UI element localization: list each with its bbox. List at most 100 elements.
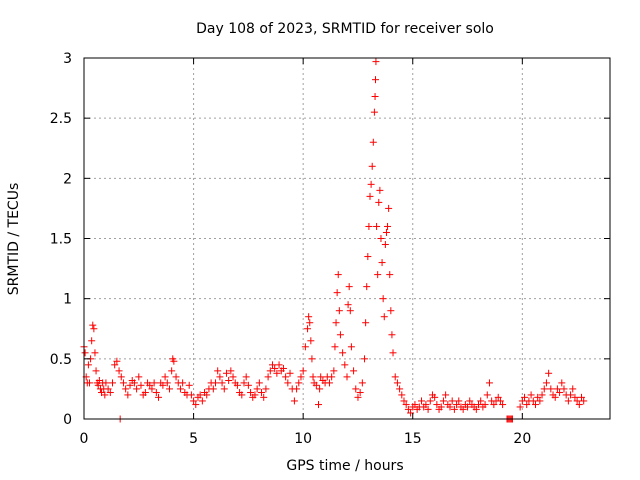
- data-point: [547, 385, 555, 393]
- data-point: [455, 397, 463, 405]
- data-point: [306, 319, 314, 327]
- chart-title: Day 108 of 2023, SRMTID for receiver sol…: [196, 21, 494, 37]
- data-point: [244, 381, 252, 389]
- data-point: [271, 364, 279, 372]
- data-point: [398, 391, 406, 399]
- data-point: [538, 391, 546, 399]
- data-point: [571, 393, 579, 401]
- data-point: [466, 397, 474, 405]
- data-point: [273, 369, 281, 377]
- data-point: [516, 403, 524, 411]
- axis-ticks: 0 5 10 15 20 0 0.5 1 1.5 2 2.5 3: [50, 51, 610, 447]
- data-point: [499, 401, 507, 409]
- data-point: [553, 385, 561, 393]
- data-point: [331, 343, 339, 351]
- y-tick-label: 1.5: [50, 232, 72, 248]
- x-tick-label: 10: [294, 431, 312, 447]
- data-point: [133, 385, 141, 393]
- data-point: [111, 361, 119, 369]
- data-point: [346, 307, 354, 315]
- data-point: [356, 389, 364, 397]
- data-point: [141, 389, 149, 397]
- data-point: [325, 379, 333, 387]
- y-axis-title: SRMTID / TECUs: [6, 183, 22, 296]
- data-point: [431, 393, 439, 401]
- data-point: [350, 367, 358, 375]
- data-point: [378, 259, 386, 267]
- data-point: [328, 373, 336, 381]
- data-point: [172, 373, 180, 381]
- data-point: [212, 379, 219, 387]
- data-point: [312, 381, 320, 389]
- data-point: [137, 381, 145, 389]
- data-point: [494, 393, 502, 401]
- data-point: [453, 401, 461, 409]
- data-points: [80, 58, 588, 423]
- data-point: [379, 295, 387, 303]
- data-point: [391, 373, 399, 381]
- data-point: [448, 397, 456, 405]
- data-point: [472, 405, 480, 413]
- y-tick-label: 3: [63, 51, 72, 67]
- data-point: [305, 313, 313, 321]
- data-point: [361, 355, 369, 363]
- data-point: [240, 379, 248, 387]
- data-point: [343, 373, 351, 381]
- data-point: [94, 381, 102, 389]
- data-point: [334, 271, 342, 279]
- data-point: [335, 307, 343, 315]
- data-point: [304, 325, 312, 333]
- data-point: [483, 391, 491, 399]
- x-tick-label: 20: [513, 431, 531, 447]
- data-point: [496, 397, 504, 405]
- data-point: [218, 379, 226, 387]
- data-point: [344, 301, 352, 309]
- data-point: [209, 385, 217, 393]
- data-point: [168, 367, 176, 375]
- data-point: [81, 349, 89, 357]
- data-point: [388, 331, 396, 339]
- data-point: [580, 397, 588, 405]
- data-point: [124, 391, 132, 399]
- data-point: [84, 361, 92, 369]
- data-point: [307, 337, 315, 345]
- x-tick-label: 5: [189, 431, 198, 447]
- data-point: [477, 397, 485, 405]
- data-point: [203, 391, 211, 399]
- data-point: [293, 385, 301, 393]
- data-point: [161, 373, 169, 381]
- data-point: [385, 204, 393, 212]
- data-point: [389, 349, 397, 357]
- data-point: [316, 385, 324, 393]
- data-point: [247, 389, 255, 397]
- data-point: [148, 385, 156, 393]
- data-point: [424, 405, 432, 413]
- data-point: [130, 379, 138, 387]
- data-point: [251, 391, 259, 399]
- data-point: [227, 367, 235, 375]
- data-point: [91, 349, 99, 357]
- data-point: [531, 401, 539, 409]
- data-point: [523, 401, 531, 409]
- data-point: [290, 397, 298, 405]
- data-point: [545, 369, 553, 377]
- data-point: [122, 385, 130, 393]
- data-point: [521, 393, 529, 401]
- data-point: [575, 401, 583, 409]
- data-point: [88, 337, 96, 345]
- data-point: [354, 393, 362, 401]
- data-point: [108, 379, 116, 387]
- data-point: [119, 379, 127, 387]
- data-point: [255, 379, 263, 387]
- data-point: [371, 76, 379, 84]
- data-point: [373, 222, 381, 230]
- data-point: [260, 393, 268, 401]
- data-point: [317, 373, 325, 381]
- data-point: [214, 367, 222, 375]
- data-point: [569, 385, 577, 393]
- data-point: [578, 393, 586, 401]
- data-point: [369, 138, 377, 146]
- data-point: [422, 401, 430, 409]
- data-point: [253, 385, 261, 393]
- data-point: [426, 397, 434, 405]
